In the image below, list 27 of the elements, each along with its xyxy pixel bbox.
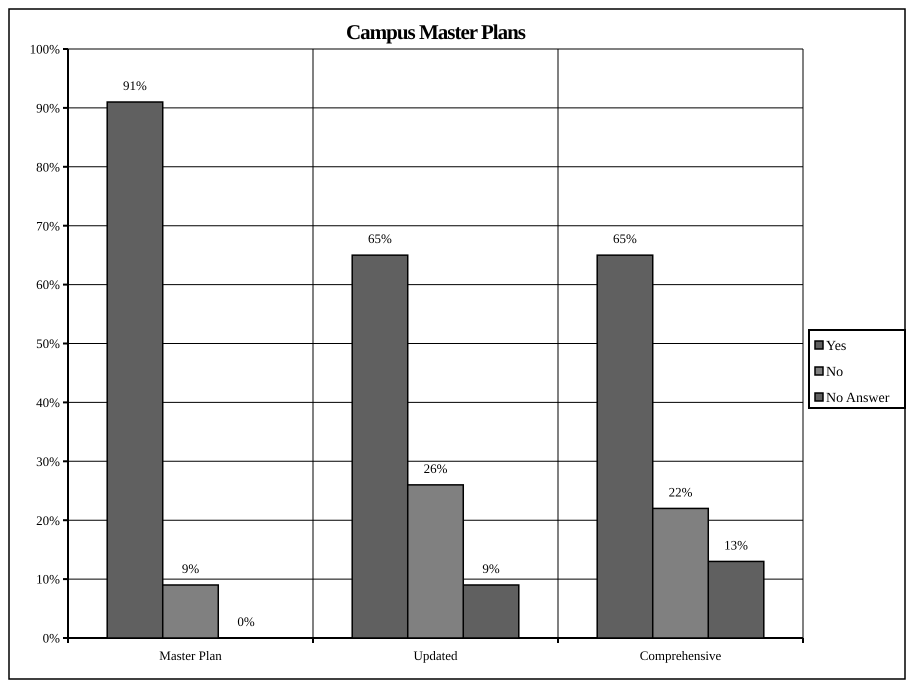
x-tick-label: Updated (413, 648, 458, 663)
text: 9% (182, 560, 200, 576)
y-tick-label: 90% (36, 100, 60, 116)
text: 65% (368, 231, 392, 246)
text: 0% (237, 614, 255, 629)
y-tick-label: 100% (30, 42, 60, 57)
y-tick-label: 10% (36, 572, 60, 587)
y-tick-label: 20% (36, 512, 60, 528)
legend-label: No Answer (826, 390, 890, 406)
y-tick-label: 30% (36, 454, 60, 469)
x-tick-label: Master Plan (159, 648, 222, 663)
text: 22% (668, 484, 692, 500)
chart-title: Campus Master Plans (346, 20, 526, 44)
text: 91% (123, 78, 147, 94)
y-tick-label: 80% (36, 159, 60, 174)
y-tick-label: 60% (36, 277, 60, 292)
x-tick-label: Comprehensive (640, 648, 722, 663)
legend-label: Yes (826, 338, 846, 354)
text: 9% (482, 560, 500, 576)
text: 65% (613, 231, 637, 246)
legend-label: No (826, 364, 844, 380)
y-tick-label: 70% (36, 218, 60, 234)
text: 26% (424, 460, 448, 476)
y-tick-label: 50% (36, 336, 60, 352)
y-tick-label: 0% (42, 630, 60, 646)
text: 13% (724, 537, 748, 552)
y-tick-label: 40% (36, 394, 60, 410)
